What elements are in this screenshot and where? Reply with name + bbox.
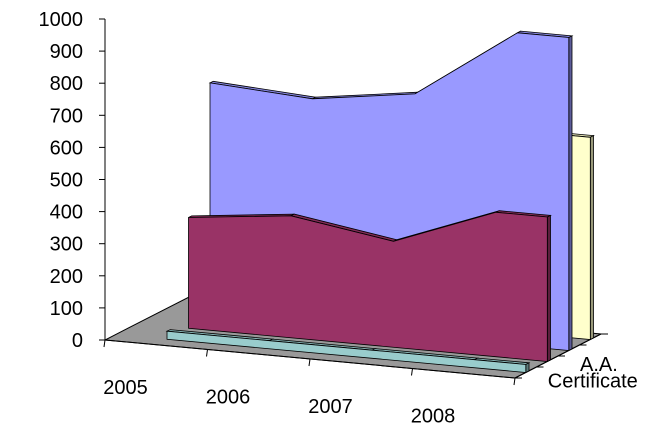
value-tick-label-6: 600 [50,137,83,159]
series-0-side [525,362,530,374]
category-tick-label-0: 2005 [103,377,148,399]
series-2-side [568,35,573,352]
series-layer [165,30,595,374]
value-tick-label-3: 300 [50,234,83,256]
series-0 [165,329,531,374]
value-tick-label-9: 900 [50,41,83,63]
value-tick-label-0: 0 [72,330,83,352]
series-0-area [166,330,527,373]
value-tick-label-10: 1000 [39,9,84,31]
category-tick-label-2: 2007 [308,396,353,418]
category-axis-tick-1 [206,349,208,357]
series-1 [188,210,552,363]
value-tick-label-1: 100 [50,298,83,320]
category-axis-tick-4 [513,377,516,386]
series-3-side [589,134,594,341]
tick-labels: 0 100 200 300 400 500 600 700 800 900 1000 2005 2006… [39,9,638,427]
value-tick-label-4: 400 [50,202,83,224]
category-axis-tick-2 [308,358,311,367]
category-tick-label-1: 2006 [206,386,251,408]
value-tick-label-5: 500 [50,170,83,192]
depth-tick-label-1: A.A. [580,354,618,376]
series-1-side [546,214,551,363]
depth-tick-label-0: Certificate [548,371,638,393]
category-axis-tick-3 [411,368,413,376]
value-tick-label-7: 700 [50,105,83,127]
value-tick-label-8: 800 [50,73,83,95]
category-tick-label-3: 2008 [411,405,456,427]
value-tick-label-2: 200 [50,266,83,288]
series-1-area [188,211,548,362]
category-axis-tick-0 [103,339,106,348]
